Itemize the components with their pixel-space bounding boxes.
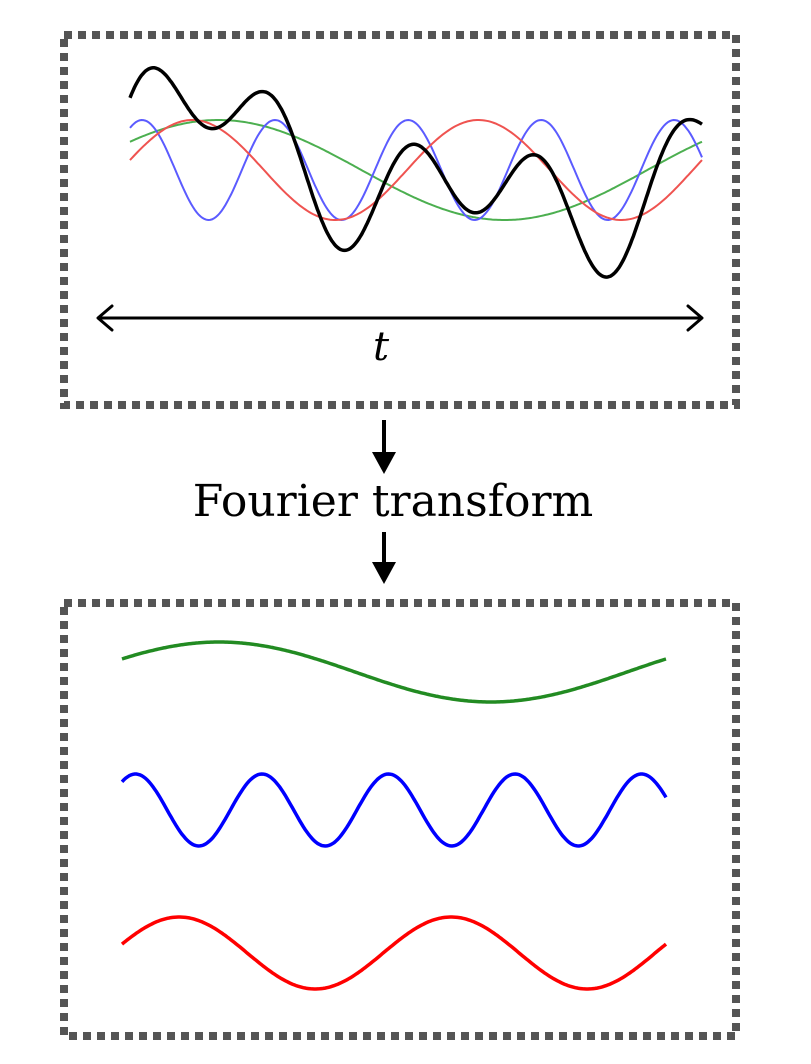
green-component-curve — [129, 119, 703, 221]
down-arrow-upper — [372, 420, 396, 474]
time-axis-label: t — [373, 324, 390, 370]
time-domain-frame — [60, 31, 740, 409]
time-axis: t — [96, 304, 704, 370]
time-domain-components — [128, 66, 703, 279]
combined-signal-curve — [128, 66, 703, 279]
transform-label: Fourier transform — [193, 476, 594, 527]
red-component-wave — [120, 915, 668, 991]
blue-component-curve — [129, 118, 703, 222]
red-component-curve — [129, 119, 703, 221]
time-axis-right-arrowhead — [686, 304, 704, 332]
green-component-wave — [121, 640, 667, 704]
frequency-components-frame — [60, 599, 740, 1040]
blue-component-wave — [120, 772, 668, 848]
down-arrow-lower — [372, 532, 396, 584]
separated-components — [120, 640, 668, 991]
time-axis-left-arrowhead — [96, 304, 114, 332]
